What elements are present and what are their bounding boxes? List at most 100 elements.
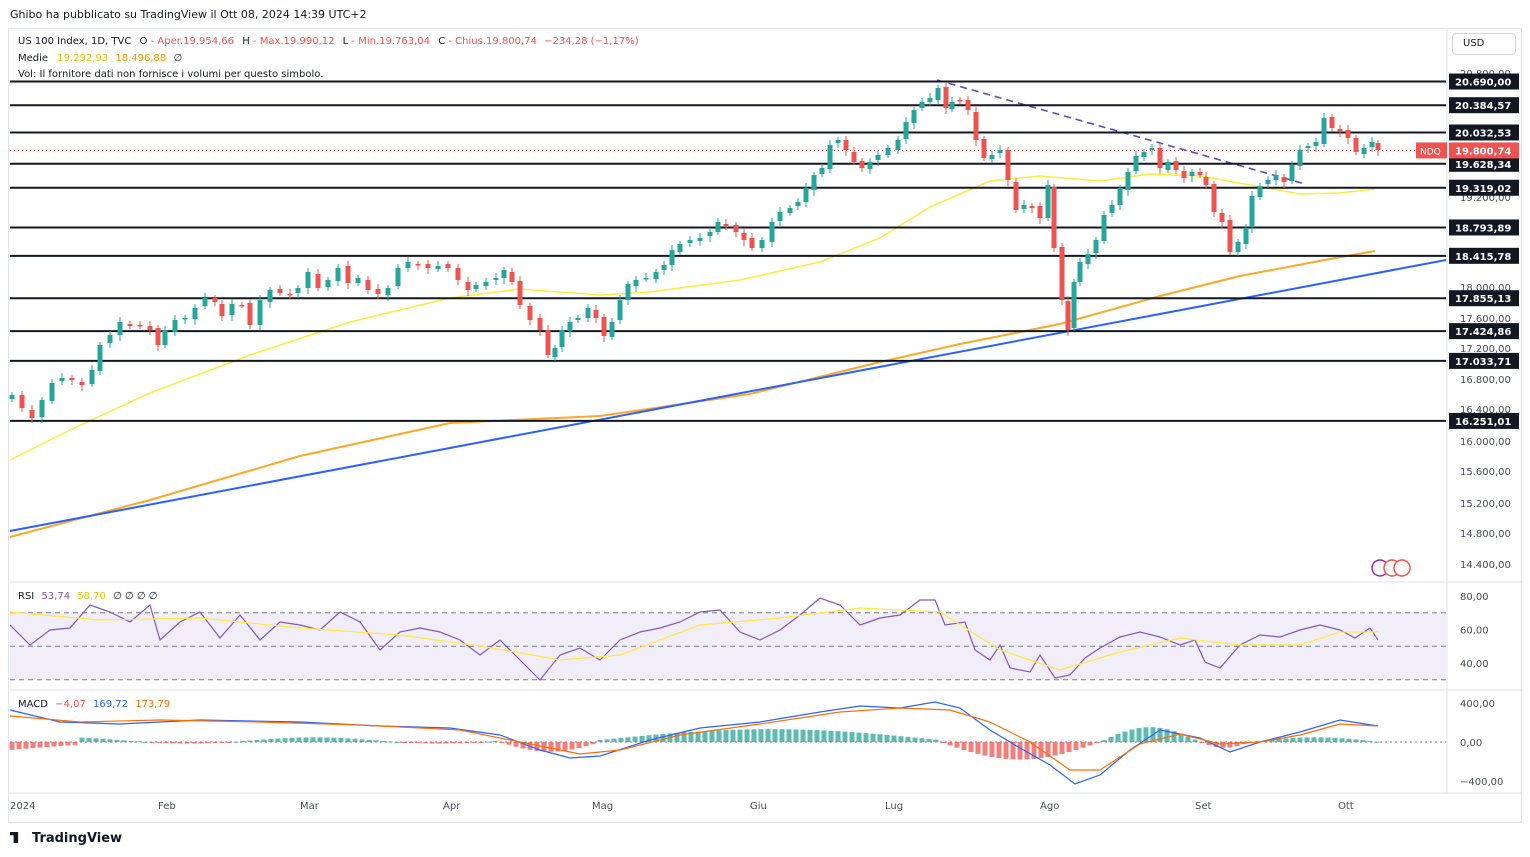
macd-histogram-bar: [520, 742, 526, 749]
candle-body: [687, 240, 693, 243]
candle-body: [127, 324, 133, 326]
macd-histogram-bar: [1192, 739, 1198, 742]
candle-body: [567, 322, 573, 331]
rsi-extra: ∅ ∅ ∅ ∅: [113, 591, 158, 602]
macd-histogram-bar: [142, 741, 148, 743]
candle-body: [867, 162, 873, 169]
candle-body: [677, 244, 683, 252]
candle-body: [1071, 282, 1077, 328]
macd-histogram-bar: [1101, 740, 1107, 742]
macd-histogram-bar: [324, 737, 330, 742]
candle-body: [1273, 175, 1279, 180]
candle-body: [1021, 205, 1027, 209]
level-label-text: 19.628,34: [1455, 160, 1511, 171]
legend-row-1: US 100 Index, 1D, TVC O - Aper.19.954,66…: [18, 36, 639, 47]
macd-histogram-bar: [1276, 738, 1282, 742]
close-label: C: [438, 36, 446, 47]
macd-histogram-bar: [247, 740, 253, 742]
macd-histogram-bar: [205, 742, 211, 744]
macd-histogram-bar: [226, 742, 232, 743]
candle-body: [305, 272, 311, 288]
macd-histogram-bar: [576, 742, 582, 748]
macd-histogram-bar: [121, 740, 127, 742]
candle-body: [415, 264, 421, 266]
candle-body: [601, 317, 607, 336]
candle-body: [287, 294, 293, 296]
macd-histogram-bar: [639, 735, 645, 742]
macd-histogram-bar: [492, 741, 498, 743]
macd-histogram-bar: [751, 729, 757, 742]
symbol-tag-text: NDQ: [1420, 147, 1441, 157]
candle-body: [79, 382, 85, 385]
candle-body: [1197, 172, 1203, 175]
candle-body: [172, 320, 178, 332]
candle-body: [247, 303, 253, 325]
macd-histogram-bar: [191, 742, 197, 744]
rsi-band: [10, 612, 1446, 680]
rsi-label[interactable]: RSI: [18, 591, 35, 602]
candle-body: [1305, 146, 1311, 148]
candle-body: [1203, 177, 1209, 185]
macd-histogram-bar: [65, 742, 71, 746]
candle-body: [875, 155, 881, 160]
candle-body: [315, 274, 321, 288]
macd-histogram-bar: [737, 729, 743, 742]
price-axis-tick: 19.200,00: [1460, 193, 1511, 204]
symbol-title[interactable]: US 100 Index, 1D, TVC: [18, 36, 132, 47]
macd-histogram-bar: [1297, 737, 1303, 742]
candle-body: [1173, 161, 1179, 170]
ma-label[interactable]: Medie: [18, 53, 49, 64]
macd-histogram-bar: [1108, 736, 1114, 742]
macd-histogram-bar: [44, 742, 50, 748]
macd-histogram-bar: [681, 732, 687, 742]
macd-histogram-bar: [1129, 729, 1135, 742]
macd-histogram-bar: [968, 742, 974, 753]
descending-trendline: [936, 79, 1306, 185]
candle-body: [759, 240, 765, 248]
macd-histogram-bar: [359, 739, 365, 742]
candle-body: [39, 400, 45, 417]
candle-body: [257, 300, 263, 325]
macd-label[interactable]: MACD: [18, 699, 48, 710]
rsi-axis-tick: 40,00: [1460, 659, 1489, 670]
rsi-axis-tick: 80,00: [1460, 592, 1489, 603]
candle-body: [465, 282, 471, 290]
macd-histogram-bar: [331, 737, 337, 742]
candle-body: [107, 335, 113, 343]
macd-histogram-bar: [1094, 742, 1100, 744]
candle-body: [795, 202, 801, 206]
candle-body: [1235, 242, 1241, 252]
candle-body: [527, 306, 533, 320]
macd-histogram-bar: [660, 734, 666, 742]
candle-body: [617, 300, 623, 320]
macd-histogram-bar: [422, 742, 428, 744]
candles-group: [9, 83, 1381, 423]
candle-body: [997, 150, 1003, 153]
candle-body: [19, 395, 25, 408]
candle-body: [803, 188, 809, 202]
candle-body: [835, 140, 841, 143]
level-label-box: [1449, 219, 1519, 236]
macd-histogram-bar: [807, 729, 813, 742]
macd-histogram-bar: [1115, 734, 1121, 742]
candle-body: [219, 304, 225, 316]
candle-body: [811, 175, 817, 190]
candle-body: [1313, 142, 1319, 146]
tradingview-logo[interactable]: TradingView: [10, 831, 122, 846]
macd-histogram-bar: [450, 742, 456, 744]
candle-body: [1361, 148, 1367, 154]
macd-histogram-bar: [1003, 742, 1009, 759]
macd-histogram-bar: [485, 741, 491, 743]
currency-selector[interactable]: USD: [1452, 33, 1516, 55]
candle-body: [455, 268, 461, 280]
candle-body: [1013, 182, 1019, 210]
macd-histogram-bar: [163, 742, 169, 744]
macd-histogram-bar: [1087, 742, 1093, 746]
candle-body: [851, 152, 857, 162]
macd-histogram-bar: [842, 731, 848, 742]
price-axis-tick: 16.800,00: [1460, 375, 1511, 386]
ma-fast-line: [9, 173, 1376, 461]
ma-slow-line: [9, 250, 1376, 538]
macd-histogram-bar: [275, 738, 281, 742]
